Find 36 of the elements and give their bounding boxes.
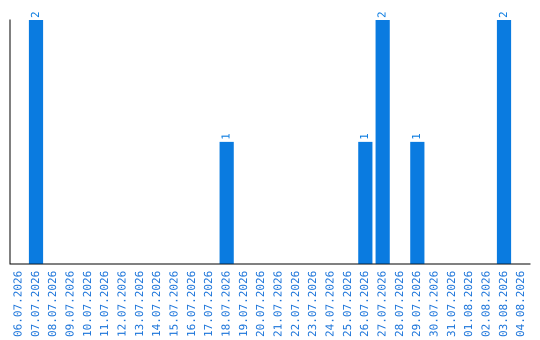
x-tick-label: 02.08.2026: [480, 270, 493, 338]
x-tick-label: 11.07.2026: [98, 270, 112, 338]
x-tick-label: 14.07.2026: [150, 270, 164, 338]
x-tick-label: 13.07.2026: [132, 270, 146, 338]
x-tick-label: 29.07.2026: [410, 270, 424, 338]
x-tick-label: 22.07.2026: [288, 270, 302, 338]
x-tick-label: 04.08.2026: [514, 270, 528, 338]
data-label: 2: [496, 11, 510, 18]
x-tick-label: 01.08.2026: [462, 270, 476, 338]
x-tick-label: 30.07.2026: [428, 270, 441, 338]
x-tick-label: 15.07.2026: [168, 270, 181, 338]
x-tick-label: 31.07.2026: [444, 270, 458, 338]
x-tick-label: 27.07.2026: [376, 270, 389, 338]
x-tick-label: 26.07.2026: [358, 270, 372, 338]
x-tick-label: 28.07.2026: [392, 270, 406, 338]
data-label: 2: [28, 11, 42, 18]
x-tick-label: 17.07.2026: [202, 270, 216, 338]
x-tick-label: 19.07.2026: [236, 270, 250, 338]
x-tick-label: 09.07.2026: [64, 270, 77, 338]
x-tick-label: 07.07.2026: [28, 270, 42, 338]
x-tick-label: 18.07.2026: [220, 270, 233, 338]
data-label: 2: [376, 11, 389, 18]
x-tick-label: 10.07.2026: [80, 270, 94, 338]
x-tick-label: 25.07.2026: [340, 270, 354, 338]
x-tick-label: 12.07.2026: [116, 270, 129, 338]
x-tick-label: 21.07.2026: [272, 270, 285, 338]
data-label: 1: [358, 133, 372, 140]
x-tick-label: 16.07.2026: [184, 270, 198, 338]
data-label: 1: [220, 133, 233, 140]
data-label: 1: [410, 133, 424, 140]
x-tick-label: 20.07.2026: [254, 270, 268, 338]
x-tick-label: 24.07.2026: [324, 270, 337, 338]
x-tick-label: 06.07.2026: [12, 270, 25, 338]
x-tick-label: 08.07.2026: [46, 270, 60, 338]
x-tick-label: 03.08.2026: [496, 270, 510, 338]
x-tick-label: 23.07.2026: [306, 270, 320, 338]
